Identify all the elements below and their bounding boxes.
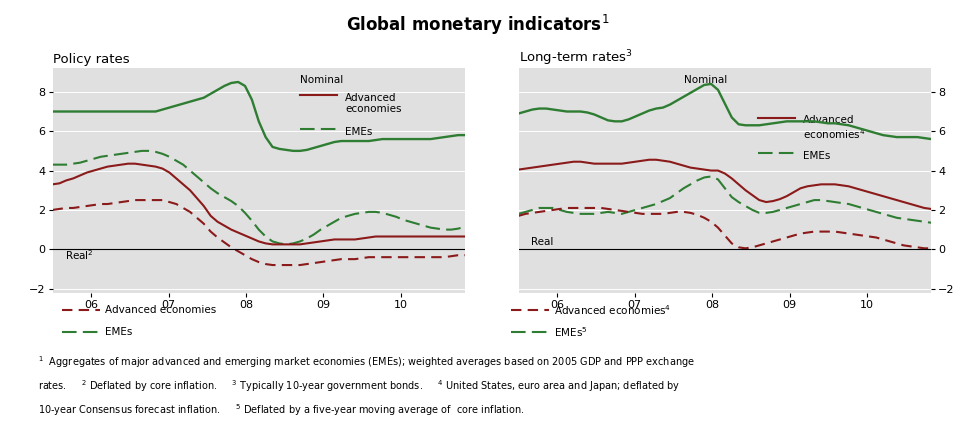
Text: Advanced
economies: Advanced economies [346, 93, 402, 114]
Text: Nominal: Nominal [300, 75, 343, 85]
Text: Nominal: Nominal [684, 75, 727, 85]
Text: EMEs: EMEs [105, 327, 133, 337]
Text: Advanced economies$^4$: Advanced economies$^4$ [554, 303, 671, 317]
Text: Long-term rates$^3$: Long-term rates$^3$ [519, 48, 633, 68]
Text: Advanced
economies$^4$: Advanced economies$^4$ [803, 115, 865, 142]
Text: Advanced economies: Advanced economies [105, 305, 216, 315]
Text: Real$^2$: Real$^2$ [65, 248, 94, 261]
Text: rates.     $^2$ Deflated by core inflation.     $^3$ Typically 10-year governmen: rates. $^2$ Deflated by core inflation. … [38, 378, 680, 394]
Text: Global monetary indicators$^1$: Global monetary indicators$^1$ [346, 13, 609, 37]
Text: $^1$  Aggregates of major advanced and emerging market economies (EMEs); weighte: $^1$ Aggregates of major advanced and em… [38, 354, 695, 370]
Text: 10-year Consensus forecast inflation.     $^5$ Deflated by a five-year moving av: 10-year Consensus forecast inflation. $^… [38, 403, 524, 418]
Text: EMEs: EMEs [803, 151, 831, 161]
Text: Policy rates: Policy rates [53, 53, 129, 66]
Text: Real: Real [531, 237, 553, 246]
Text: EMEs$^5$: EMEs$^5$ [554, 325, 587, 339]
Text: EMEs: EMEs [346, 127, 372, 136]
